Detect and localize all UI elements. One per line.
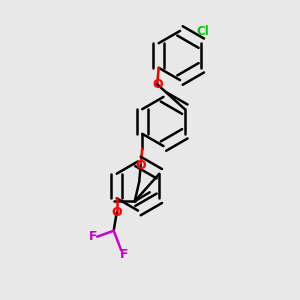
Text: O: O (135, 159, 146, 172)
Text: O: O (152, 78, 163, 91)
Text: O: O (111, 206, 122, 219)
Text: F: F (120, 248, 128, 261)
Text: Cl: Cl (196, 25, 209, 38)
Text: F: F (89, 230, 98, 243)
